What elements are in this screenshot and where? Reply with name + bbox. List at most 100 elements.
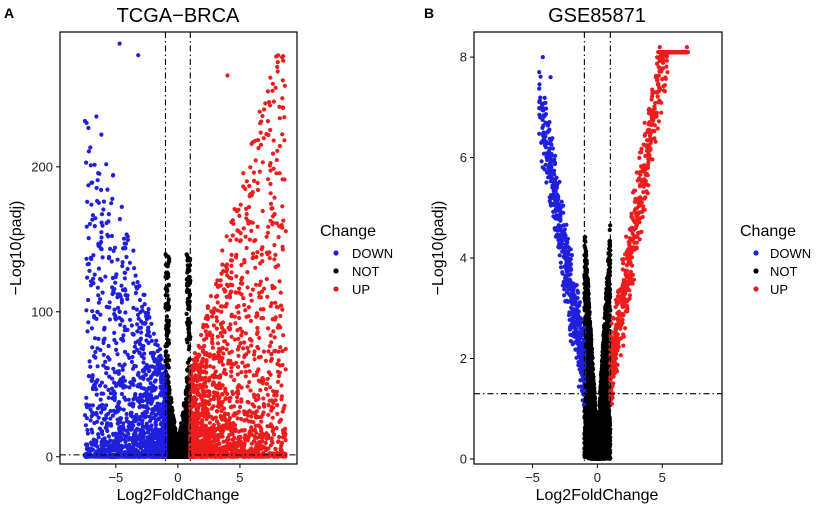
data-point-up [232,337,237,342]
data-point-down [146,437,151,442]
data-point-down [101,199,106,204]
data-point-down [142,292,147,297]
data-point-down [140,443,145,448]
data-point-up [238,341,243,346]
data-point-not [166,454,171,459]
data-point-up [281,54,286,59]
data-point-down [86,261,91,266]
data-point-down [110,386,115,391]
data-point-down [117,217,122,222]
data-point-up [272,257,277,262]
data-point-up [220,334,225,339]
data-point-up [201,393,206,399]
data-point-down [137,338,143,343]
data-point-up [241,296,246,301]
data-point-up [272,453,277,458]
data-point-up [249,193,254,198]
data-point-down [84,395,89,400]
data-point-up [211,380,216,385]
data-point-down [92,440,97,445]
data-point-not [184,375,189,381]
data-point-down [85,442,90,447]
data-point-down [104,403,109,408]
data-point-up [236,437,241,442]
data-point-up [240,360,245,365]
data-point-down [127,402,132,407]
data-point-up [257,294,262,300]
data-point-not [183,448,188,453]
data-point-up [213,282,219,287]
data-point-down [142,369,147,374]
data-point-down [110,376,115,381]
data-point-down [100,290,105,295]
data-point-down [106,387,111,392]
data-point-up [226,283,231,289]
data-point-up [195,377,200,382]
data-point-down [113,431,118,436]
data-point-up [244,206,249,211]
legend-a-not-marker [333,268,339,274]
data-point-up [236,310,241,315]
data-point-down [127,260,132,265]
data-point-down [152,408,157,413]
data-point-down [99,187,104,193]
data-point-up [193,430,198,435]
data-point-up [206,411,211,417]
data-point-down [154,395,160,400]
data-point-down [88,279,94,284]
data-point-up [221,370,226,375]
data-point-down [121,338,126,343]
data-point-down [118,377,123,382]
data-point-not [174,431,179,437]
data-point-down [85,329,90,334]
data-point-down [102,336,107,341]
data-point-up [235,372,240,377]
x-tick-label: −5 [108,470,123,485]
data-point-up [236,207,241,212]
legend-a-not-label: NOT [352,264,380,279]
data-point-down [149,321,154,326]
data-point-up [240,329,245,334]
data-point-up [246,305,251,310]
data-point-down [151,415,156,420]
data-point-down [113,280,118,285]
data-point-up [188,371,193,376]
data-point-down [88,407,93,412]
data-point-not [165,307,170,312]
data-point-up [257,446,262,452]
data-point-not [169,450,174,455]
data-point-down [86,374,91,379]
data-point-up [201,337,207,342]
data-point-down [144,362,149,368]
data-point-up [217,346,222,351]
data-point-up [248,292,253,297]
data-point-up [211,425,216,430]
data-point-up [275,361,280,367]
x-tick-label: 5 [236,470,243,485]
data-point-down [129,359,134,364]
data-point-up [239,370,244,375]
data-point-down [121,333,126,338]
data-point-up [269,356,274,361]
data-point-down [158,422,163,427]
data-point-up [222,339,227,344]
data-point-up [246,409,251,414]
data-point-not [180,445,185,450]
data-point-down [111,173,116,178]
data-point-up [263,386,269,392]
data-point-up [249,228,254,233]
data-point-up [202,369,207,374]
data-point-up [266,402,271,408]
data-point-down [129,323,134,328]
x-tick-label: 0 [174,470,181,485]
data-point-up [224,418,229,423]
data-point-not [165,270,170,275]
data-point-not [165,293,170,298]
data-point-up [257,109,262,114]
data-point-up [258,388,263,393]
data-point-down [120,263,125,269]
data-point-down [106,395,111,400]
data-point-down [116,305,121,310]
data-point-up [235,347,240,352]
data-point-up [220,392,225,397]
